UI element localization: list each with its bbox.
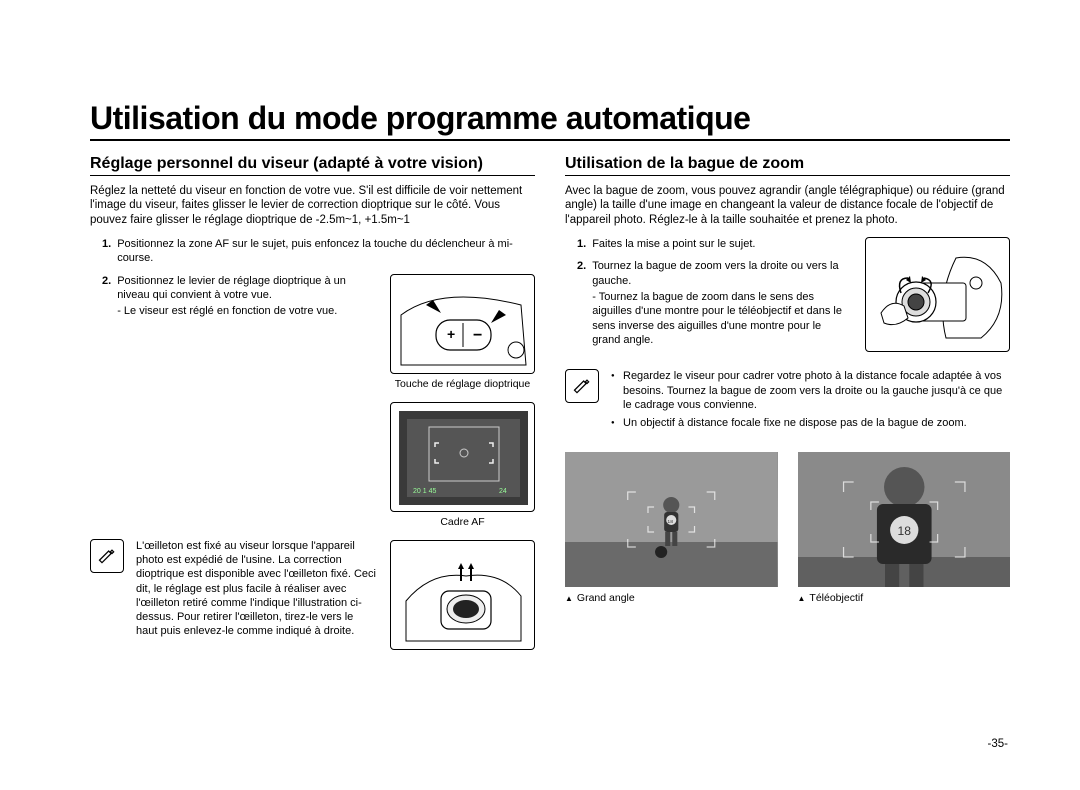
sample-photos: 18 Grand angle <box>565 452 1010 604</box>
svg-text:24: 24 <box>499 488 507 495</box>
step-number: 2. <box>102 274 111 319</box>
diagram-af-frame: 20 1 45 24 <box>390 402 535 512</box>
diagram-zoom-hands <box>865 237 1010 352</box>
svg-text:+: + <box>447 326 455 342</box>
two-column-layout: Réglage personnel du viseur (adapté à vo… <box>90 155 1010 650</box>
left-column: Réglage personnel du viseur (adapté à vo… <box>90 155 535 650</box>
page-title: Utilisation du mode programme automatiqu… <box>90 100 1010 141</box>
diagram-diopter-dial: + − <box>390 274 535 374</box>
right-intro: Avec la bague de zoom, vous pouvez agran… <box>565 184 1010 227</box>
right-step-1: 1. Faites la mise a point sur le sujet. <box>577 237 851 251</box>
svg-text:20 1 45: 20 1 45 <box>413 488 436 495</box>
diagram-eyecup <box>390 540 535 650</box>
left-intro: Réglez la netteté du viseur en fonction … <box>90 184 535 227</box>
note-bullet: Regardez le viseur pour cadrer votre pho… <box>611 369 1010 412</box>
page-number: -35- <box>988 738 1008 750</box>
step-number: 1. <box>102 237 111 266</box>
right-column: Utilisation de la bague de zoom Avec la … <box>565 155 1010 650</box>
pencil-icon <box>572 376 592 396</box>
note-icon <box>565 369 599 403</box>
pencil-icon <box>97 546 117 566</box>
caption-af-frame: Cadre AF <box>440 516 484 528</box>
photo-telephoto: 18 <box>798 452 1011 587</box>
step-text: Positionnez le levier de réglage dioptri… <box>117 275 346 301</box>
note-bullet: Un objectif à distance focale fixe ne di… <box>611 416 1010 430</box>
svg-text:−: − <box>473 327 482 344</box>
step-text: Tournez la bague de zoom vers la droite … <box>592 260 838 286</box>
photo-caption-wide: Grand angle <box>565 592 778 604</box>
left-step-2: 2. Positionnez le levier de réglage diop… <box>102 274 376 319</box>
svg-text:18: 18 <box>897 524 911 538</box>
left-note-text: L'œilleton est fixé au viseur lorsque l'… <box>136 539 376 639</box>
step-subnote: - Tournez la bague de zoom dans le sens … <box>592 290 851 347</box>
right-step-2: 2. Tournez la bague de zoom vers la droi… <box>577 259 851 347</box>
page-container: Utilisation du mode programme automatiqu… <box>0 0 1080 790</box>
right-note: Regardez le viseur pour cadrer votre pho… <box>611 369 1010 434</box>
left-section-title: Réglage personnel du viseur (adapté à vo… <box>90 155 535 176</box>
left-step-1: 1. Positionnez la zone AF sur le sujet, … <box>102 237 535 266</box>
svg-text:18: 18 <box>667 519 673 525</box>
right-section-title: Utilisation de la bague de zoom <box>565 155 1010 176</box>
caption-diopter: Touche de réglage dioptrique <box>395 378 530 390</box>
photo-wide-angle: 18 <box>565 452 778 587</box>
photo-caption-tele: Téléobjectif <box>798 592 1011 604</box>
step-text: Positionnez la zone AF sur le sujet, pui… <box>117 237 535 266</box>
note-icon <box>90 539 124 573</box>
step-number: 2. <box>577 259 586 347</box>
step-text: Faites la mise a point sur le sujet. <box>592 237 851 251</box>
step-number: 1. <box>577 237 586 251</box>
step-subnote: - Le viseur est réglé en fonction de vot… <box>117 304 376 318</box>
